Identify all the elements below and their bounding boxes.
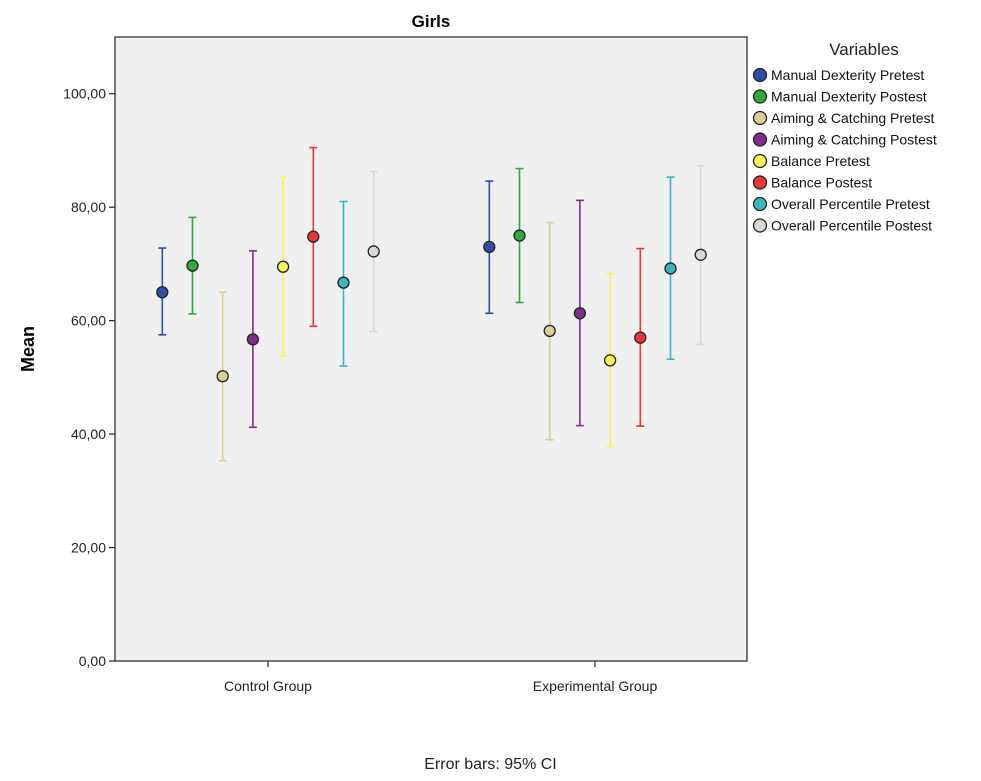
y-tick-label: 40,00 — [71, 426, 106, 442]
mean-point — [186, 259, 199, 272]
y-axis: 0,00 20,00 40,00 60,00 80,00 100,00 — [63, 86, 115, 669]
y-tick-label: 80,00 — [71, 199, 106, 215]
mean-point — [483, 240, 496, 254]
mean-point — [367, 245, 380, 258]
legend-label: Overall Percentile Pretest — [771, 196, 930, 212]
y-tick-label: 20,00 — [71, 540, 106, 556]
mean-point — [246, 333, 260, 346]
legend: Manual Dexterity Pretest Manual Dexterity… — [752, 67, 937, 234]
error-bars-footnote: Error bars: 95% CI — [424, 756, 557, 773]
x-axis: Control Group Experimental Group — [224, 661, 657, 694]
mean-point — [603, 354, 617, 367]
legend-marker — [752, 196, 768, 212]
legend-label: Manual Dexterity Pretest — [771, 67, 924, 83]
legend-label: Aiming & Catching Postest — [771, 132, 937, 148]
mean-point — [156, 286, 169, 299]
legend-label: Overall Percentile Postest — [771, 218, 932, 234]
legend-label: Manual Dexterity Postest — [771, 89, 927, 105]
mean-point — [513, 229, 526, 242]
legend-marker — [752, 67, 768, 83]
mean-point — [216, 370, 229, 383]
mean-point — [276, 260, 290, 273]
legend-marker — [752, 218, 768, 233]
legend-title: Variables — [829, 40, 899, 59]
legend-marker — [752, 89, 768, 104]
mean-point — [634, 331, 647, 344]
legend-marker — [752, 110, 768, 126]
y-tick-label: 60,00 — [71, 313, 106, 329]
legend-label: Balance Postest — [771, 175, 872, 191]
mean-point — [664, 262, 677, 275]
mean-point — [573, 307, 587, 320]
chart-title: Girls — [412, 12, 451, 31]
legend-label: Balance Pretest — [771, 153, 870, 169]
legend-marker — [752, 153, 768, 169]
legend-label: Aiming & Catching Pretest — [771, 110, 935, 126]
x-tick-label: Control Group — [224, 678, 312, 694]
y-tick-label: 0,00 — [79, 653, 106, 669]
mean-point — [337, 276, 350, 289]
mean-point — [694, 248, 707, 261]
y-tick-label: 100,00 — [63, 86, 106, 102]
mean-point — [543, 324, 556, 337]
legend-marker — [752, 132, 768, 147]
error-bar-marks — [156, 146, 707, 462]
plot-background — [114, 36, 748, 662]
mean-point — [307, 230, 320, 243]
x-tick-label: Experimental Group — [533, 678, 658, 694]
y-axis-label: Mean — [18, 326, 38, 372]
legend-marker — [752, 175, 768, 190]
